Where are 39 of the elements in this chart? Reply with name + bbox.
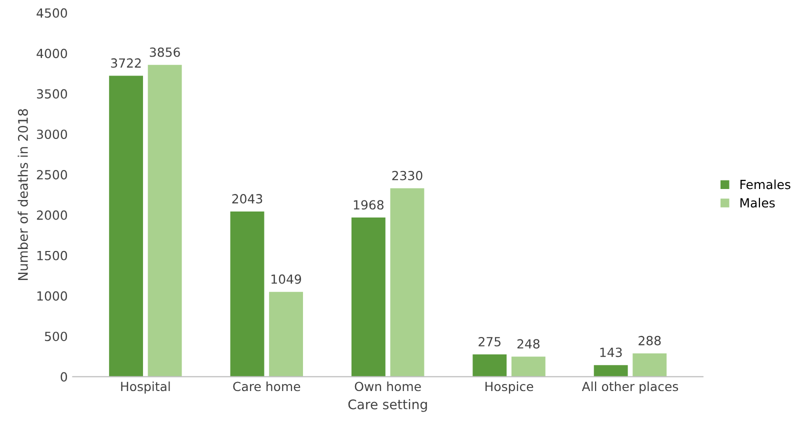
bar — [390, 188, 424, 377]
data-label: 2330 — [392, 170, 422, 180]
bar — [269, 292, 303, 377]
data-label: 3856 — [150, 47, 180, 57]
data-label: 2043 — [232, 194, 262, 204]
y-tick-label: 0 — [60, 372, 68, 382]
x-axis-title: Care setting — [348, 399, 427, 412]
y-tick-label: 2000 — [36, 210, 68, 220]
y-axis-title: Number of deaths in 2018 — [18, 109, 28, 280]
y-tick-label: 1500 — [37, 250, 68, 260]
y-tick-label: 2500 — [36, 170, 68, 180]
y-tick-label: 500 — [44, 332, 68, 342]
data-label: 275 — [478, 336, 500, 346]
x-tick-label: Hospital — [121, 382, 170, 394]
y-tick-label: 3000 — [37, 130, 68, 140]
data-label: 3722 — [111, 58, 141, 68]
x-tick-label: Own home — [354, 382, 421, 392]
data-label: 1968 — [354, 200, 384, 210]
data-label: 248 — [517, 339, 540, 349]
legend-label: Males — [740, 198, 775, 208]
bar — [632, 353, 667, 377]
y-tick-label: 4500 — [36, 8, 68, 18]
y-tick-label: 1000 — [37, 291, 68, 301]
bar — [230, 211, 264, 377]
y-tick-label: 3500 — [37, 89, 68, 99]
bar — [109, 76, 144, 377]
bar — [351, 218, 386, 377]
data-label: 288 — [638, 336, 661, 346]
x-tick-label: All other places — [582, 382, 678, 394]
bar — [472, 354, 507, 377]
data-label: 143 — [600, 348, 622, 358]
data-label: 1049 — [272, 274, 302, 284]
bar — [148, 64, 182, 377]
bar — [594, 365, 628, 377]
x-tick-label: Care home — [233, 382, 300, 392]
x-tick-label: Hospice — [486, 382, 534, 394]
y-tick-label: 4000 — [36, 48, 68, 58]
bar — [511, 356, 546, 377]
legend-label: Females — [740, 180, 790, 190]
